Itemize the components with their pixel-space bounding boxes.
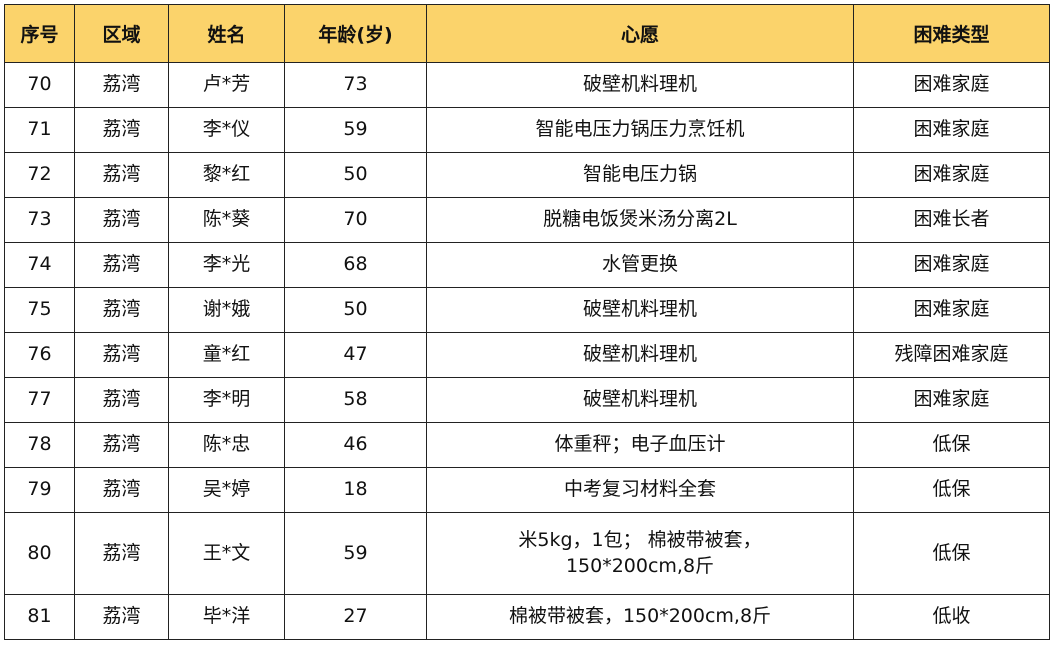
header-type: 困难类型 [853,4,1050,63]
table-header: 序号 区域 姓名 年龄(岁) 心愿 困难类型 [4,4,1050,63]
table-row: 75 荔湾 谢*娥 50 破壁机料理机 困难家庭 [4,287,1050,333]
cell-wish: 体重秤；电子血压计 [426,422,854,468]
table-row: 71 荔湾 李*仪 59 智能电压力锅压力烹饪机 困难家庭 [4,107,1050,153]
cell-age: 59 [284,512,427,595]
cell-name: 王*文 [168,512,285,595]
wish-table: 序号 区域 姓名 年龄(岁) 心愿 困难类型 70 荔湾 卢*芳 73 破壁机料… [4,4,1050,640]
cell-age: 59 [284,107,427,153]
cell-wish: 脱糖电饭煲米汤分离2L [426,197,854,243]
table-body: 70 荔湾 卢*芳 73 破壁机料理机 困难家庭 71 荔湾 李*仪 59 智能… [4,62,1050,640]
cell-wish: 智能电压力锅压力烹饪机 [426,107,854,153]
cell-no: 71 [4,107,75,153]
cell-name: 李*光 [168,242,285,288]
table-row: 72 荔湾 黎*红 50 智能电压力锅 困难家庭 [4,152,1050,198]
cell-wish: 破壁机料理机 [426,62,854,108]
table-row: 76 荔湾 童*红 47 破壁机料理机 残障困难家庭 [4,332,1050,378]
cell-type: 困难家庭 [853,152,1050,198]
header-name: 姓名 [168,4,285,63]
table-row: 81 荔湾 毕*洋 27 棉被带被套，150*200cm,8斤 低收 [4,594,1050,640]
cell-area: 荔湾 [74,332,169,378]
cell-wish: 破壁机料理机 [426,287,854,333]
cell-wish: 水管更换 [426,242,854,288]
cell-name: 毕*洋 [168,594,285,640]
cell-age: 68 [284,242,427,288]
cell-age: 47 [284,332,427,378]
cell-wish: 米5kg，1包； 棉被带被套， 150*200cm,8斤 [426,512,854,595]
cell-wish: 中考复习材料全套 [426,467,854,513]
cell-age: 73 [284,62,427,108]
cell-no: 70 [4,62,75,108]
cell-age: 70 [284,197,427,243]
cell-area: 荔湾 [74,377,169,423]
cell-name: 李*仪 [168,107,285,153]
cell-no: 79 [4,467,75,513]
cell-age: 50 [284,152,427,198]
cell-wish: 破壁机料理机 [426,377,854,423]
cell-age: 46 [284,422,427,468]
cell-no: 75 [4,287,75,333]
cell-area: 荔湾 [74,62,169,108]
table-row: 74 荔湾 李*光 68 水管更换 困难家庭 [4,242,1050,288]
cell-name: 李*明 [168,377,285,423]
cell-type: 困难家庭 [853,287,1050,333]
header-row: 序号 区域 姓名 年龄(岁) 心愿 困难类型 [4,4,1050,63]
cell-wish: 智能电压力锅 [426,152,854,198]
cell-no: 74 [4,242,75,288]
cell-area: 荔湾 [74,467,169,513]
table-row: 77 荔湾 李*明 58 破壁机料理机 困难家庭 [4,377,1050,423]
cell-area: 荔湾 [74,242,169,288]
header-age: 年龄(岁) [284,4,427,63]
cell-name: 童*红 [168,332,285,378]
cell-name: 陈*葵 [168,197,285,243]
cell-type: 低保 [853,467,1050,513]
cell-no: 78 [4,422,75,468]
cell-no: 76 [4,332,75,378]
cell-type: 困难长者 [853,197,1050,243]
table-row: 80 荔湾 王*文 59 米5kg，1包； 棉被带被套， 150*200cm,8… [4,512,1050,595]
cell-age: 18 [284,467,427,513]
cell-area: 荔湾 [74,512,169,595]
cell-wish: 棉被带被套，150*200cm,8斤 [426,594,854,640]
table-row: 73 荔湾 陈*葵 70 脱糖电饭煲米汤分离2L 困难长者 [4,197,1050,243]
cell-area: 荔湾 [74,287,169,333]
table-row: 70 荔湾 卢*芳 73 破壁机料理机 困难家庭 [4,62,1050,108]
cell-name: 黎*红 [168,152,285,198]
cell-type: 困难家庭 [853,377,1050,423]
cell-no: 81 [4,594,75,640]
cell-age: 27 [284,594,427,640]
table-row: 78 荔湾 陈*忠 46 体重秤；电子血压计 低保 [4,422,1050,468]
cell-type: 低保 [853,422,1050,468]
cell-area: 荔湾 [74,152,169,198]
cell-no: 72 [4,152,75,198]
cell-area: 荔湾 [74,197,169,243]
cell-no: 73 [4,197,75,243]
cell-name: 吴*婷 [168,467,285,513]
cell-area: 荔湾 [74,422,169,468]
header-wish: 心愿 [426,4,854,63]
cell-area: 荔湾 [74,107,169,153]
cell-name: 卢*芳 [168,62,285,108]
table-row: 79 荔湾 吴*婷 18 中考复习材料全套 低保 [4,467,1050,513]
cell-no: 80 [4,512,75,595]
cell-age: 50 [284,287,427,333]
header-no: 序号 [4,4,75,63]
cell-age: 58 [284,377,427,423]
cell-type: 低保 [853,512,1050,595]
cell-no: 77 [4,377,75,423]
cell-name: 陈*忠 [168,422,285,468]
cell-wish: 破壁机料理机 [426,332,854,378]
cell-type: 低收 [853,594,1050,640]
cell-name: 谢*娥 [168,287,285,333]
cell-type: 困难家庭 [853,62,1050,108]
cell-type: 残障困难家庭 [853,332,1050,378]
header-area: 区域 [74,4,169,63]
cell-area: 荔湾 [74,594,169,640]
cell-type: 困难家庭 [853,107,1050,153]
cell-type: 困难家庭 [853,242,1050,288]
